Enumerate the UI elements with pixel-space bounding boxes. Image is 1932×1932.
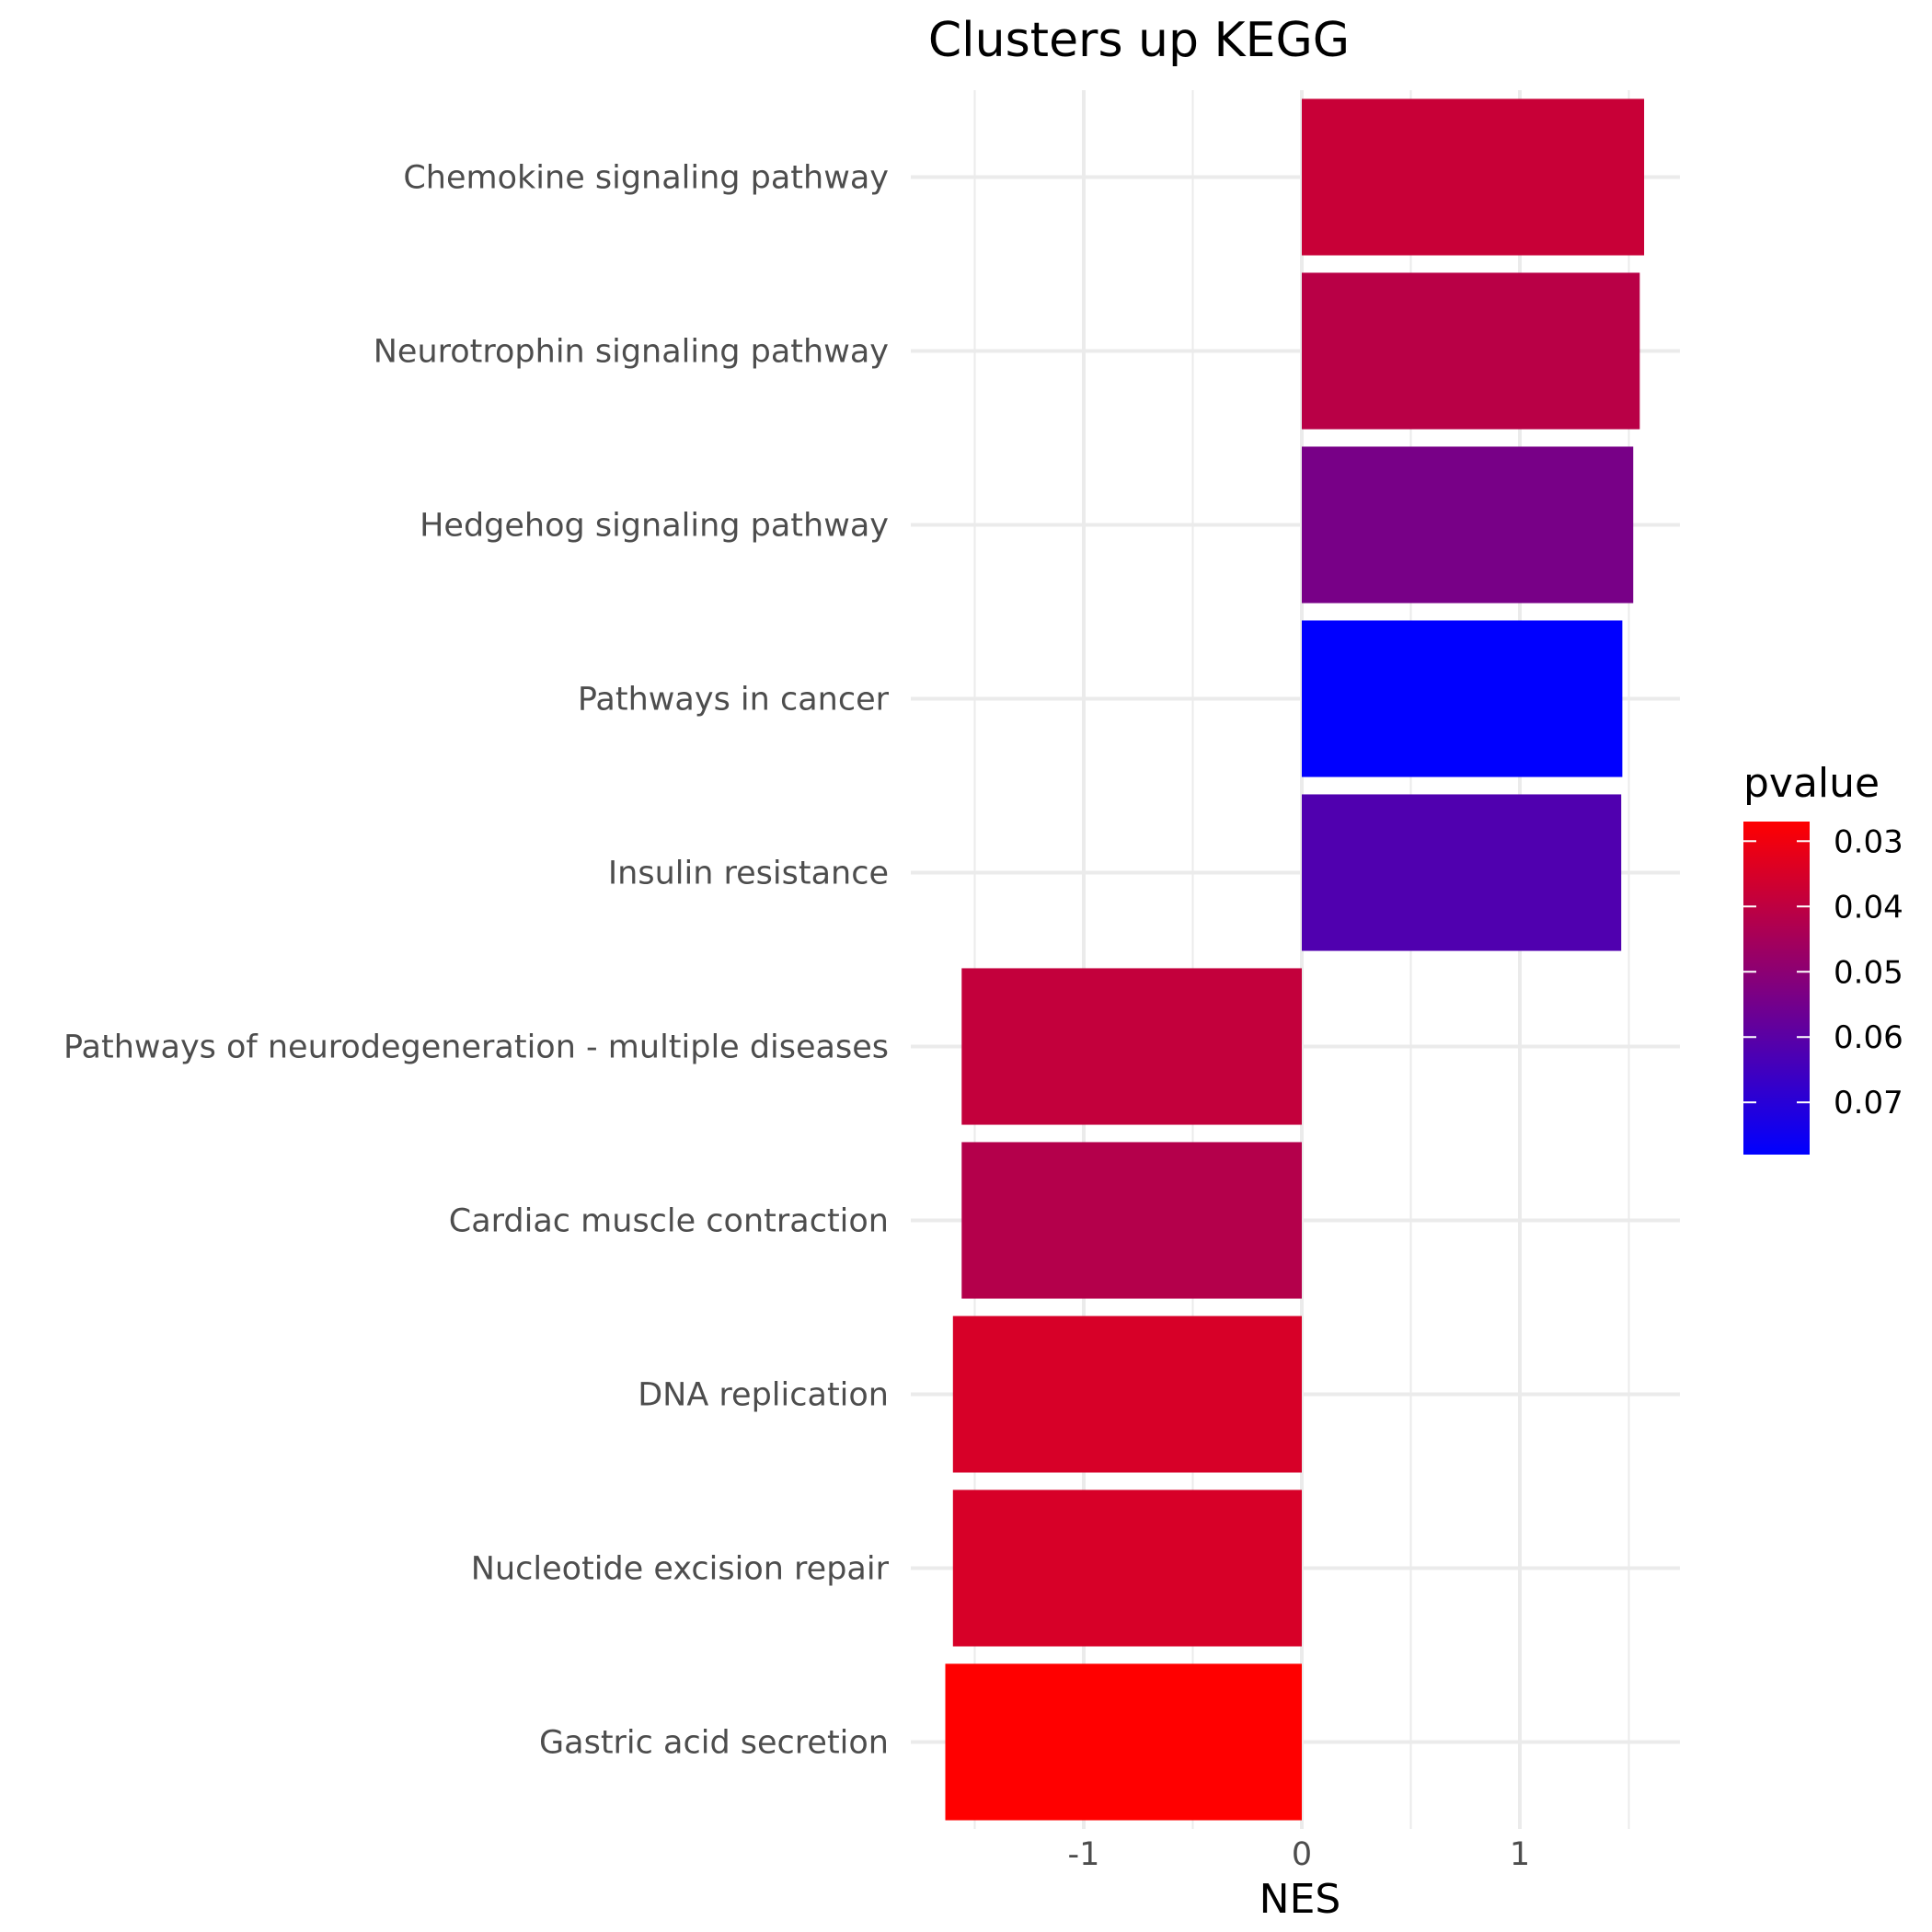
y-axis-label: Hedgehog signaling pathway — [420, 508, 889, 545]
legend-tick-label: 0.03 — [1834, 823, 1903, 860]
y-axis-label: Pathways of neurodegeneration - multiple… — [63, 1029, 889, 1066]
legend-tick-label: 0.06 — [1834, 1019, 1903, 1056]
y-axis-labels: Chemokine signaling pathway Neurotrophin … — [63, 160, 890, 1762]
y-axis-label: DNA replication — [638, 1377, 889, 1414]
y-axis-label: Cardiac muscle contraction — [449, 1203, 889, 1240]
legend-title: pvalue — [1743, 760, 1880, 807]
legend-ticks: 0.03 0.04 0.05 0.06 0.07 — [1743, 823, 1903, 1121]
y-axis-label: Nucleotide excision repair — [471, 1551, 890, 1588]
y-axis-label: Gastric acid secretion — [539, 1725, 889, 1762]
bar — [1302, 620, 1623, 777]
x-tick-label: 1 — [1510, 1836, 1530, 1873]
x-tick-label: 0 — [1292, 1836, 1312, 1873]
pvalue-legend: pvalue 0.03 0.04 0.05 0.06 0.07 — [1743, 760, 1903, 1155]
y-axis-label: Chemokine signaling pathway — [403, 160, 889, 197]
bar — [961, 968, 1302, 1125]
y-axis-label: Pathways in cancer — [578, 682, 890, 719]
bars — [945, 98, 1645, 1821]
bar — [1302, 272, 1640, 430]
legend-tick-label: 0.04 — [1834, 889, 1903, 926]
bar — [1302, 446, 1634, 604]
legend-tick-label: 0.07 — [1834, 1085, 1903, 1121]
bar — [952, 1489, 1302, 1647]
y-axis-label: Neurotrophin signaling pathway — [374, 334, 889, 371]
bar — [1302, 98, 1645, 256]
chart-title: Clusters up KEGG — [928, 13, 1350, 68]
y-axis-label: Insulin resistance — [608, 856, 889, 892]
legend-colorbar — [1743, 822, 1810, 1155]
x-tick-label: -1 — [1068, 1836, 1100, 1873]
bar — [1302, 794, 1622, 951]
x-axis-title: NES — [1259, 1876, 1341, 1923]
x-axis-ticks: -1 0 1 — [1068, 1836, 1531, 1873]
bar — [961, 1142, 1302, 1299]
bar — [952, 1316, 1302, 1473]
legend-tick-label: 0.05 — [1834, 954, 1903, 991]
bar — [945, 1663, 1302, 1821]
